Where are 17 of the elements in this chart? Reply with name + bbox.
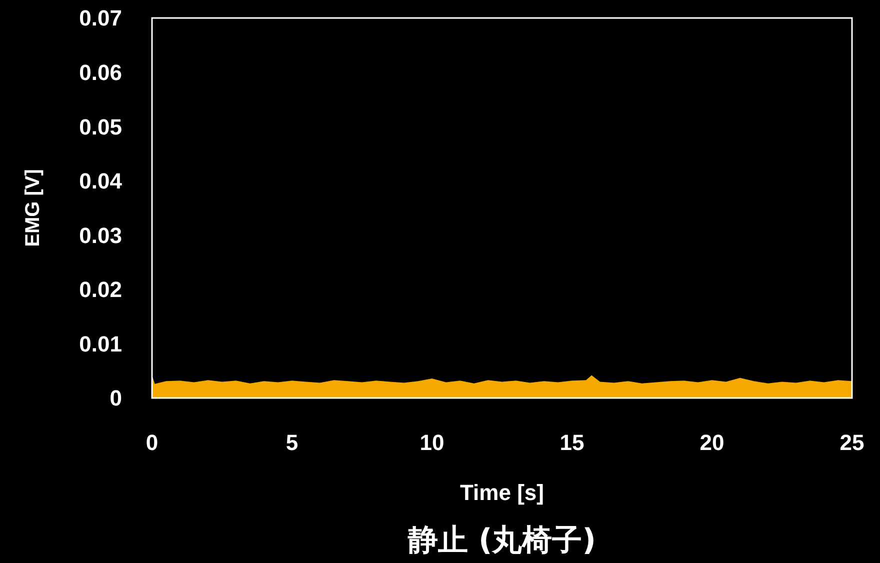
x-tick-label: 20 bbox=[700, 430, 724, 455]
y-axis-title: EMG [V] bbox=[22, 169, 44, 247]
y-tick-label: 0.02 bbox=[79, 277, 122, 302]
x-tick-label: 0 bbox=[146, 430, 158, 455]
x-tick-label: 10 bbox=[420, 430, 444, 455]
x-tick-label: 25 bbox=[840, 430, 864, 455]
y-tick-label: 0.03 bbox=[79, 222, 122, 248]
x-tick-label: 5 bbox=[286, 430, 298, 455]
text: 静止 (丸椅子) bbox=[407, 523, 596, 558]
y-tick-label: 0.05 bbox=[79, 114, 122, 140]
x-tick-label: 15 bbox=[560, 430, 584, 455]
y-tick-label: 0.01 bbox=[79, 331, 122, 356]
y-tick-label: 0.04 bbox=[79, 168, 123, 194]
y-tick-label: 0.06 bbox=[79, 60, 122, 85]
y-tick-label: 0.07 bbox=[79, 6, 122, 31]
y-tick-label: 0 bbox=[110, 386, 122, 411]
x-axis-title: Time [s] bbox=[460, 480, 544, 505]
